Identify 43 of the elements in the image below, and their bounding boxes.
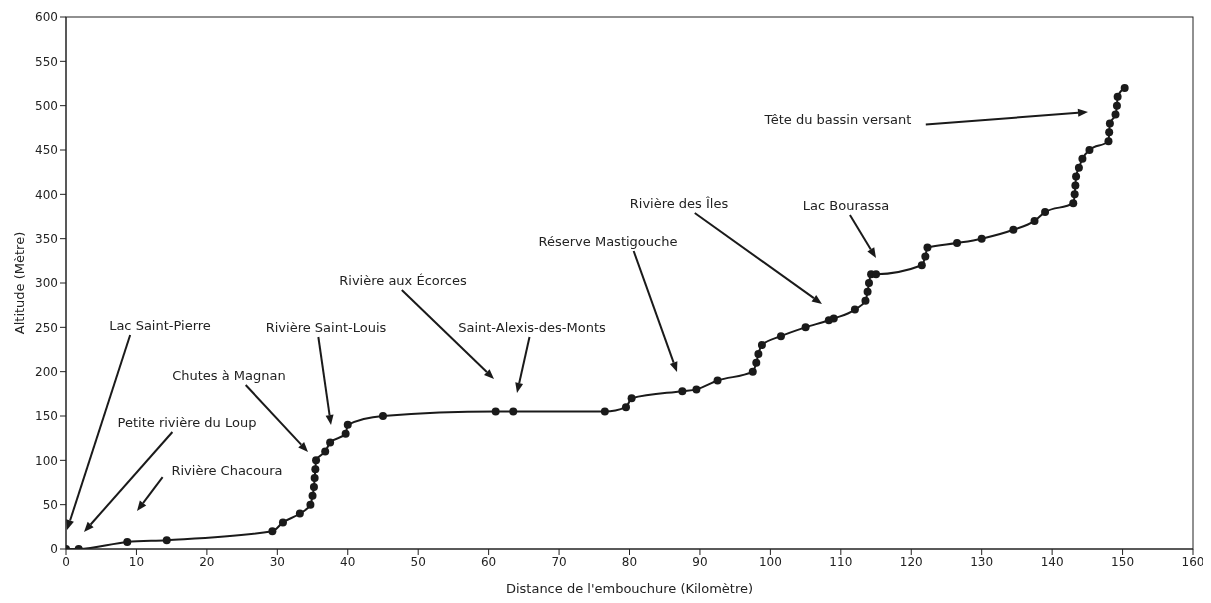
x-tick-label: 0 <box>62 554 70 569</box>
x-tick-label: 40 <box>340 554 356 569</box>
x-tick-label: 50 <box>410 554 426 569</box>
y-tick-label: 400 <box>35 187 58 202</box>
x-tick-label: 10 <box>128 554 145 569</box>
x-tick-label: 140 <box>1040 554 1064 569</box>
annotation: Rivière Chacoura <box>171 462 283 478</box>
y-tick-label: 200 <box>35 364 58 379</box>
x-tick-label: 120 <box>899 554 923 569</box>
annotation: Lac Bourassa <box>802 197 890 213</box>
y-tick-label: 300 <box>35 276 58 291</box>
y-tick-label: 0 <box>50 542 58 557</box>
y-tick-label: 350 <box>35 231 58 246</box>
x-axis-title: Distance de l'embouchure (Kilomètre) <box>505 581 754 596</box>
x-tick-label: 110 <box>829 554 853 569</box>
annotation: Tête du bassin versant <box>763 111 912 127</box>
y-tick-label: 100 <box>35 453 58 468</box>
y-tick-label: 600 <box>35 10 58 25</box>
annotation: Chutes à Magnan <box>172 367 286 383</box>
x-tick-label: 160 <box>1181 554 1205 569</box>
y-tick-label: 250 <box>35 320 58 335</box>
y-tick-label: 450 <box>35 143 58 158</box>
x-tick-label: 100 <box>758 554 782 569</box>
y-axis-title: Altitude (Mètre) <box>11 231 27 335</box>
x-tick-label: 150 <box>1111 554 1135 569</box>
x-tick-label: 90 <box>692 554 708 569</box>
annotation: Saint-Alexis-des-Monts <box>458 319 607 335</box>
annotation: Lac Saint-Pierre <box>109 317 211 333</box>
annotation: Réserve Mastigouche <box>538 233 678 249</box>
y-tick-label: 50 <box>42 497 58 512</box>
y-tick-label: 150 <box>35 409 58 424</box>
x-tick-label: 20 <box>199 554 215 569</box>
x-tick-label: 80 <box>621 554 638 569</box>
annotation: Rivière Saint-Louis <box>265 319 387 335</box>
annotation: Rivière aux Écorces <box>339 272 467 288</box>
x-tick-label: 70 <box>551 554 567 569</box>
y-tick-label: 550 <box>35 54 58 69</box>
annotation: Rivière des Îles <box>629 195 729 211</box>
x-tick-label: 130 <box>970 554 994 569</box>
x-tick-label: 60 <box>480 554 497 569</box>
x-tick-label: 30 <box>269 554 285 569</box>
annotation: Petite rivière du Loup <box>117 414 257 430</box>
y-tick-label: 500 <box>35 98 58 113</box>
